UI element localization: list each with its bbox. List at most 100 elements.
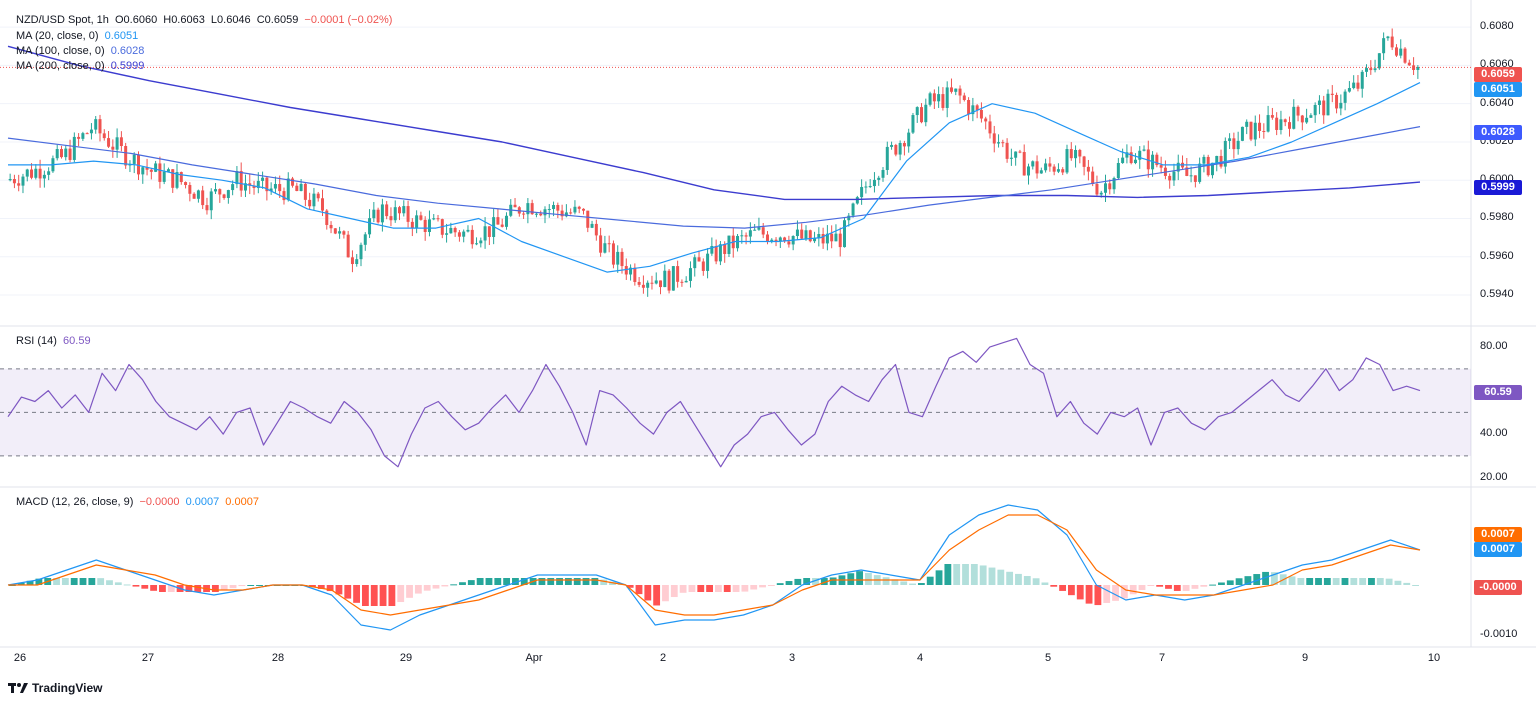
candle-body[interactable] <box>984 118 988 122</box>
candle-body[interactable] <box>522 213 526 215</box>
candle-body[interactable] <box>410 221 414 229</box>
candle-body[interactable] <box>466 229 470 232</box>
candle-body[interactable] <box>603 243 607 253</box>
candle-body[interactable] <box>329 224 333 229</box>
candle-body[interactable] <box>171 169 175 188</box>
candle-body[interactable] <box>1065 149 1069 173</box>
candle-body[interactable] <box>196 190 200 199</box>
candle-body[interactable] <box>761 227 765 235</box>
candle-body[interactable] <box>1091 171 1095 184</box>
candle-body[interactable] <box>1031 161 1035 167</box>
candle-body[interactable] <box>659 280 663 288</box>
candle-body[interactable] <box>504 215 508 227</box>
rsi-line[interactable] <box>7 337 1421 468</box>
candle-body[interactable] <box>847 215 851 221</box>
candle-body[interactable] <box>1005 142 1009 159</box>
candle-body[interactable] <box>419 215 423 220</box>
candle-body[interactable] <box>423 219 427 233</box>
candle-body[interactable] <box>979 109 983 119</box>
candle-body[interactable] <box>1035 161 1039 174</box>
candle-body[interactable] <box>813 238 817 242</box>
candle-body[interactable] <box>406 206 410 222</box>
candle-body[interactable] <box>85 133 89 135</box>
candle-body[interactable] <box>1202 156 1206 164</box>
candle-body[interactable] <box>17 183 21 186</box>
candle-body[interactable] <box>817 234 821 239</box>
candle-body[interactable] <box>924 104 928 123</box>
candle-body[interactable] <box>64 148 68 158</box>
candle-body[interactable] <box>1133 159 1137 164</box>
candle-body[interactable] <box>800 229 804 239</box>
candle-body[interactable] <box>971 105 975 115</box>
candle-body[interactable] <box>312 193 316 207</box>
candle-body[interactable] <box>1099 192 1103 195</box>
candle-body[interactable] <box>1223 140 1227 167</box>
candle-body[interactable] <box>680 281 684 283</box>
candle-body[interactable] <box>838 233 842 248</box>
ma100-legend[interactable]: MA (100, close, 0) 0.6028 <box>16 44 147 59</box>
candle-body[interactable] <box>1108 183 1112 190</box>
candle-body[interactable] <box>663 270 667 288</box>
candle-body[interactable] <box>98 119 102 134</box>
candle-body[interactable] <box>1283 119 1287 123</box>
candle-body[interactable] <box>573 206 577 213</box>
candle-body[interactable] <box>898 143 902 155</box>
candle-body[interactable] <box>342 231 346 235</box>
candle-body[interactable] <box>30 169 34 178</box>
candle-body[interactable] <box>1343 91 1347 103</box>
candle-body[interactable] <box>945 87 949 108</box>
candle-body[interactable] <box>462 231 466 237</box>
candle-body[interactable] <box>1305 117 1309 123</box>
candle-body[interactable] <box>1176 162 1180 172</box>
candle-body[interactable] <box>269 188 273 192</box>
candle-body[interactable] <box>954 88 958 92</box>
candle-body[interactable] <box>748 230 752 237</box>
candle-body[interactable] <box>72 136 76 160</box>
candle-body[interactable] <box>111 146 115 150</box>
candle-body[interactable] <box>1352 82 1356 89</box>
candle-body[interactable] <box>1121 157 1125 164</box>
ma20-legend[interactable]: MA (20, close, 0) 0.6051 <box>16 29 141 44</box>
candle-body[interactable] <box>1266 115 1270 132</box>
candle-body[interactable] <box>757 227 761 230</box>
candle-body[interactable] <box>363 234 367 245</box>
candle-body[interactable] <box>346 234 350 258</box>
candle-body[interactable] <box>611 243 615 265</box>
candle-body[interactable] <box>1125 152 1129 158</box>
candle-body[interactable] <box>1382 38 1386 54</box>
ma20-line[interactable] <box>8 82 1421 273</box>
candle-body[interactable] <box>1339 102 1343 109</box>
candle-body[interactable] <box>47 171 51 175</box>
candle-body[interactable] <box>226 190 230 198</box>
candle-body[interactable] <box>872 179 876 187</box>
candle-body[interactable] <box>920 107 924 123</box>
candle-body[interactable] <box>539 213 543 216</box>
candle-body[interactable] <box>830 233 834 242</box>
candle-body[interactable] <box>1159 165 1163 168</box>
candle-body[interactable] <box>1347 88 1351 92</box>
candle-body[interactable] <box>706 253 710 271</box>
ma100-line[interactable] <box>7 126 1421 229</box>
candle-body[interactable] <box>166 169 170 172</box>
candle-body[interactable] <box>1386 36 1390 39</box>
candle-body[interactable] <box>1104 183 1108 193</box>
candle-body[interactable] <box>928 93 932 105</box>
candle-body[interactable] <box>1078 149 1082 157</box>
candle-body[interactable] <box>231 184 235 191</box>
candle-body[interactable] <box>949 87 953 92</box>
candle-body[interactable] <box>1082 156 1086 167</box>
candle-body[interactable] <box>1014 151 1018 158</box>
candle-body[interactable] <box>1287 122 1291 129</box>
candle-body[interactable] <box>868 186 872 188</box>
candle-body[interactable] <box>1112 178 1116 190</box>
candle-body[interactable] <box>1039 170 1043 174</box>
candle-body[interactable] <box>333 228 337 234</box>
candle-body[interactable] <box>201 190 205 206</box>
candle-body[interactable] <box>119 137 123 147</box>
candle-body[interactable] <box>209 191 213 211</box>
candle-body[interactable] <box>624 266 628 275</box>
candle-body[interactable] <box>141 167 145 175</box>
candle-body[interactable] <box>534 213 538 215</box>
candle-body[interactable] <box>145 167 149 170</box>
